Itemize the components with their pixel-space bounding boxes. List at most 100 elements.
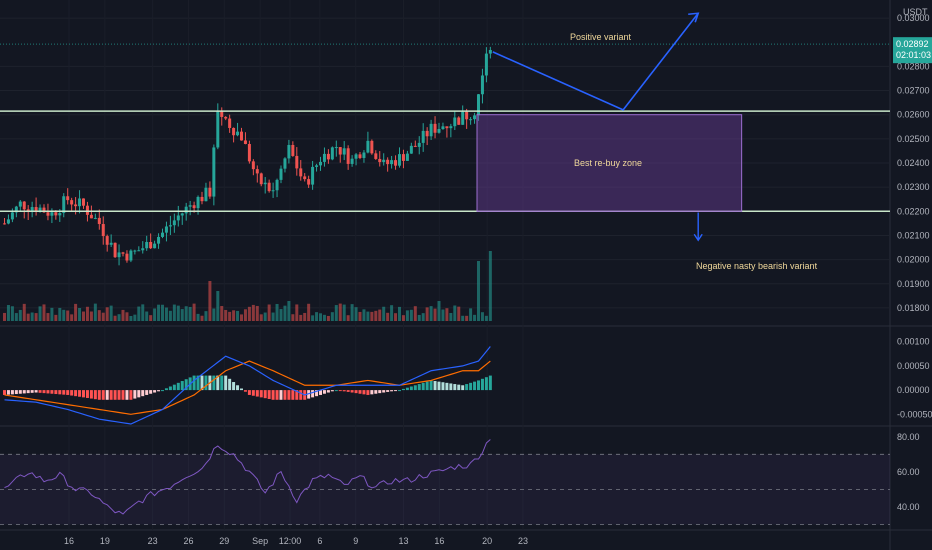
macd-histogram-bar: [330, 390, 334, 392]
candle-body: [307, 179, 311, 185]
volume-bar: [220, 306, 224, 321]
macd-histogram-bar: [14, 390, 18, 395]
volume-bar: [161, 304, 164, 321]
macd-histogram-bar: [417, 384, 421, 391]
candle-body: [480, 75, 484, 95]
volume-bar: [208, 281, 212, 321]
volume-bar: [251, 304, 255, 321]
candle-body: [10, 212, 14, 220]
price-tick-label: 0.02000: [897, 255, 930, 265]
volume-bar: [93, 303, 97, 321]
volume-bar: [342, 304, 346, 321]
rsi-band: [0, 454, 890, 525]
time-tick-label: 23: [518, 536, 528, 546]
volume-bar: [488, 251, 492, 321]
candle-body: [370, 140, 374, 154]
volume-bar: [200, 315, 204, 321]
macd-histogram-bar: [34, 390, 38, 393]
time-tick-label: 12:00: [279, 536, 302, 546]
volume-bar: [469, 308, 473, 321]
volume-bar: [334, 305, 338, 321]
volume-bar: [255, 305, 259, 321]
rsi-tick-label: 40.00: [897, 502, 920, 512]
candle-body: [382, 159, 386, 163]
volume-bar: [271, 312, 275, 321]
candle-body: [141, 248, 145, 251]
macd-tick-label: 0.00050: [897, 361, 930, 371]
candle-body: [3, 223, 6, 225]
volume-bar: [125, 312, 129, 321]
candle-body: [425, 130, 429, 137]
time-tick-label: 29: [219, 536, 229, 546]
candle-body: [70, 200, 74, 205]
candle-body: [374, 153, 378, 159]
candle-body: [322, 153, 326, 162]
candle-body: [279, 168, 283, 180]
volume-bar: [192, 303, 196, 321]
macd-histogram-bar: [161, 390, 164, 392]
macd-histogram-bar: [212, 375, 216, 391]
candle-body: [101, 224, 105, 237]
macd-histogram-bar: [89, 390, 93, 399]
volume-bar: [74, 303, 78, 321]
volume-bar: [473, 314, 477, 321]
candle-body: [78, 198, 82, 207]
candle-body: [295, 155, 299, 169]
candle-body: [188, 205, 192, 207]
volume-bar: [461, 315, 465, 321]
candle-body: [358, 154, 362, 158]
volume-bar: [287, 301, 291, 321]
volume-bar: [295, 304, 299, 321]
macd-histogram-bar: [129, 390, 133, 400]
macd-histogram-bar: [271, 390, 275, 400]
macd-histogram-bar: [295, 390, 299, 400]
volume-bar: [180, 309, 184, 321]
macd-histogram-bar: [362, 390, 366, 395]
price-tick-label: 0.02600: [897, 110, 930, 120]
candle-body: [405, 153, 409, 161]
candle-body: [469, 119, 473, 121]
candle-body: [299, 168, 303, 177]
macd-histogram-bar: [461, 385, 465, 391]
macd-histogram-bar: [46, 390, 50, 394]
macd-histogram-bar: [157, 390, 161, 392]
macd-histogram-bar: [38, 390, 42, 393]
macd-histogram-bar: [311, 390, 315, 398]
volume-bar: [453, 305, 457, 321]
candle-body: [319, 161, 322, 166]
volume-bar: [204, 311, 208, 321]
macd-histogram-bar: [149, 390, 153, 394]
candle-body: [330, 147, 334, 160]
time-tick-label: 9: [353, 536, 358, 546]
volume-bar: [97, 310, 101, 321]
rsi-line: [4, 439, 491, 515]
volume-bar: [449, 312, 453, 321]
candle-body: [113, 242, 117, 258]
candle-body: [82, 198, 85, 206]
candle-body: [255, 169, 259, 174]
macd-histogram-bar: [441, 382, 445, 391]
candle-body: [484, 53, 488, 76]
candle-body: [129, 250, 133, 261]
volume-bar: [315, 312, 319, 321]
macd-histogram-bar: [484, 377, 488, 391]
macd-histogram-bar: [358, 390, 362, 394]
candle-body: [291, 144, 295, 156]
volume-bar: [267, 304, 271, 321]
volume-bar: [18, 309, 22, 321]
volume-bar: [89, 311, 93, 321]
volume-bar: [299, 314, 303, 321]
macd-tick-label: 0.00000: [897, 385, 930, 395]
candle-body: [275, 179, 279, 191]
macd-histogram-bar: [354, 390, 358, 394]
rsi-tick-label: 60.00: [897, 467, 920, 477]
candle-body: [66, 196, 70, 201]
candle-body: [38, 207, 42, 212]
candle-body: [477, 94, 480, 116]
macd-histogram-bar: [192, 375, 196, 391]
candle-body: [153, 243, 157, 249]
volume-bar: [232, 310, 236, 321]
volume-bar: [433, 308, 437, 321]
macd-histogram-bar: [125, 390, 129, 400]
